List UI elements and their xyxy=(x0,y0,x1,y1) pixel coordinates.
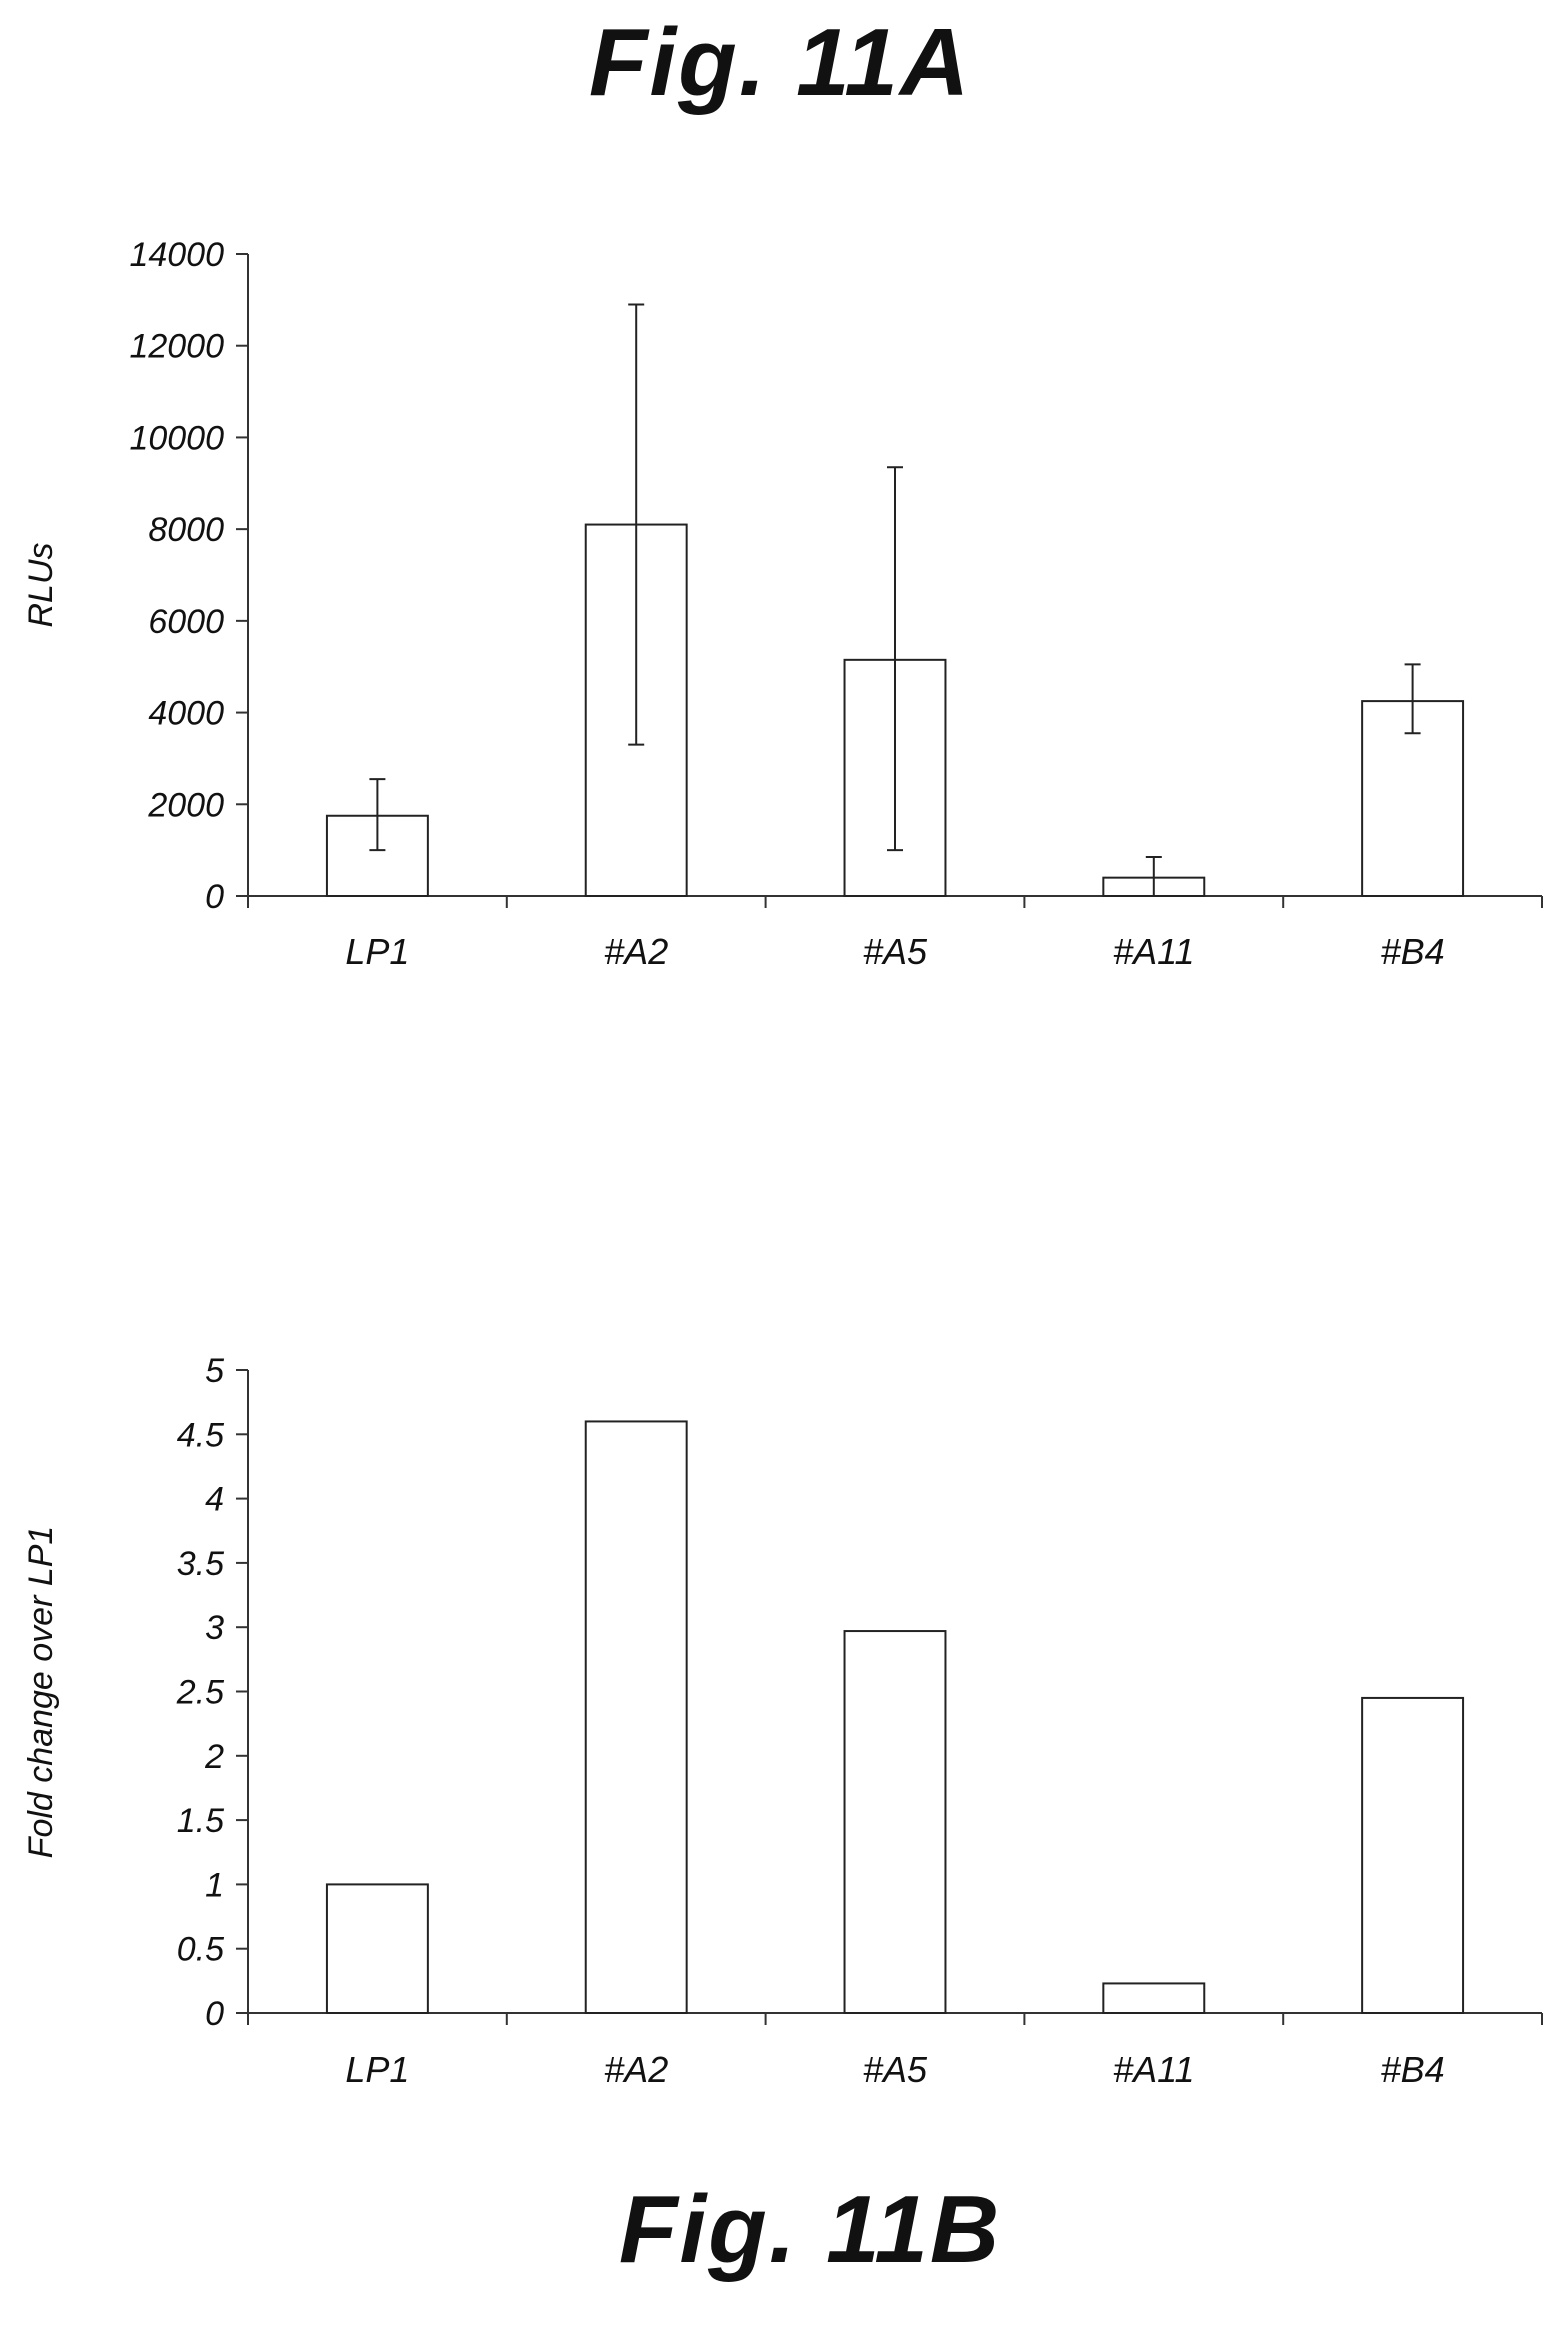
y-tick-label: 2000 xyxy=(147,786,224,824)
chart-a-layer: 0 2000 4000 6000 8000 10000 12000 14000 LP1 #A2 #A… xyxy=(22,236,1543,972)
y-tick-label: 14000 xyxy=(129,236,224,274)
figure-b-title: Fig. 11B xyxy=(618,2176,1002,2283)
bar xyxy=(843,1630,947,2014)
x-category-label: #B4 xyxy=(1381,931,1445,972)
chart-b-layer: 0 0.5 1 1.5 2 2.5 3 3.5 4 4.5 5 LP1 #A2 #A5 #A11 #B4 Fol… xyxy=(22,1352,1543,2090)
x-category-label: LP1 xyxy=(345,2049,409,2090)
y-tick-label: 2 xyxy=(204,1738,224,1776)
y-tick-label: 0.5 xyxy=(177,1931,224,1969)
y-tick-label: 12000 xyxy=(129,328,224,366)
y-tick-label: 0 xyxy=(205,1995,224,2033)
x-category-label: #A5 xyxy=(863,2049,928,2090)
x-category-label: LP1 xyxy=(345,931,409,972)
figure-a-title: Fig. 11A xyxy=(588,9,972,116)
x-category-label: #A2 xyxy=(604,2049,668,2090)
y-tick-label: 2.5 xyxy=(176,1674,224,1712)
bar xyxy=(325,1883,429,2015)
x-category-label: #A2 xyxy=(604,931,668,972)
y-axis-label: RLUs xyxy=(22,542,60,627)
y-tick-label: 6000 xyxy=(148,603,224,641)
chart-a-rlus: 0 2000 4000 6000 8000 10000 12000 14000 LP1 #A2 #A… xyxy=(22,236,1543,972)
y-tick-label: 10000 xyxy=(129,419,224,457)
y-tick-label: 0 xyxy=(205,878,224,916)
y-tick-label: 4.5 xyxy=(177,1416,224,1454)
y-tick-label: 5 xyxy=(205,1352,224,1390)
x-category-label: #A11 xyxy=(1113,2049,1194,2090)
y-tick-label: 8000 xyxy=(148,511,224,549)
y-tick-label: 1.5 xyxy=(177,1802,224,1840)
y-axis-label: Fold change over LP1 xyxy=(22,1526,60,1859)
bar xyxy=(1361,1696,1465,2015)
x-category-label: #B4 xyxy=(1381,2049,1445,2090)
x-category-label: #A11 xyxy=(1113,931,1194,972)
x-category-label: #A5 xyxy=(863,931,928,972)
y-tick-label: 3.5 xyxy=(177,1545,224,1583)
y-tick-label: 4 xyxy=(205,1481,224,1519)
y-tick-label: 4000 xyxy=(148,695,224,733)
bar xyxy=(584,1420,688,2014)
y-tick-label: 1 xyxy=(205,1866,224,1904)
bar xyxy=(1102,1982,1206,2014)
y-tick-label: 3 xyxy=(205,1609,224,1647)
